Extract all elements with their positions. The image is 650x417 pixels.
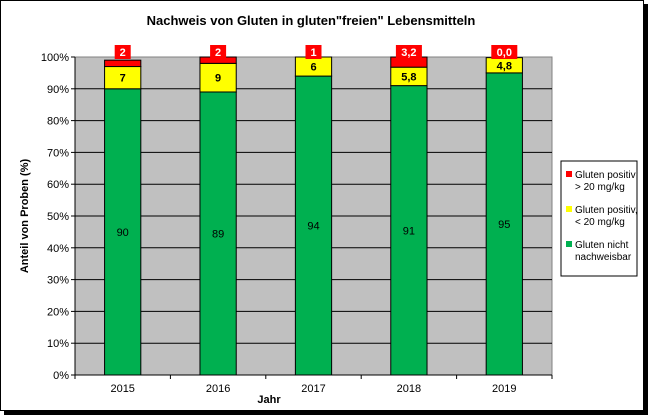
y-axis: 0% 10% 20% 30% 40% 50% 60% 70% 80% 90% 100% [41, 52, 76, 382]
y-axis-title: Anteil von Proben (%) [19, 159, 31, 274]
data-label: 2 [215, 47, 221, 59]
y-tick-label: 60% [47, 179, 69, 191]
data-label: 6 [310, 62, 316, 74]
y-tick-label: 40% [47, 243, 69, 255]
data-label: 90 [117, 227, 129, 239]
data-label-box [395, 45, 422, 59]
data-label: 7 [120, 73, 126, 85]
y-tick-label: 0% [53, 370, 69, 382]
chart-frame: Nachweis von Gluten in gluten"freien" Le… [0, 0, 644, 411]
y-tick-label: 80% [47, 116, 69, 128]
legend: Gluten positiv;> 20 mg/kg Gluten positiv,… [560, 160, 638, 277]
legend-swatch [566, 206, 572, 212]
chart-svg: Nachweis von Gluten in gluten"freien" Le… [19, 13, 638, 406]
legend-box [560, 160, 638, 277]
data-label: 89 [212, 228, 224, 240]
legend-label: Gluten positiv; [575, 170, 638, 181]
data-label: 91 [403, 225, 415, 237]
data-label: 9 [215, 73, 221, 85]
data-label: 95 [498, 219, 510, 231]
data-label: 5,8 [401, 71, 416, 83]
bar-segment [104, 59, 142, 68]
y-tick-label: 90% [47, 84, 69, 96]
legend-label: > 20 mg/kg [575, 182, 625, 193]
x-tick-label: 2016 [206, 383, 230, 395]
data-label-box [305, 45, 322, 59]
data-label: 3,2 [401, 47, 416, 59]
legend-label: < 20 mg/kg [575, 217, 625, 228]
legend-swatch [566, 241, 572, 247]
x-tick-label: 2017 [301, 383, 325, 395]
y-tick-label: 70% [47, 147, 69, 159]
data-label-box [114, 45, 131, 59]
data-label: 1 [310, 47, 316, 59]
x-tick-label: 2015 [110, 383, 134, 395]
y-tick-label: 20% [47, 306, 69, 318]
x-tick-label: 2019 [492, 383, 516, 395]
data-label: 94 [307, 221, 319, 233]
x-axis: 2015 2016 2017 2018 2019 [74, 374, 553, 395]
data-label-box [210, 45, 227, 59]
data-label-box [491, 45, 518, 59]
legend-label: nachweisbar [575, 252, 632, 263]
y-tick-label: 50% [47, 211, 69, 223]
bar-labels: 90 7 2 89 9 2 94 6 1 91 5,8 3,2 95 4,80,0 [114, 45, 518, 240]
bar-segment [485, 72, 523, 376]
data-label: 0,0 [497, 47, 512, 59]
y-tick-label: 100% [41, 52, 69, 64]
bars [104, 56, 523, 376]
legend-swatch [566, 171, 572, 177]
data-label: 2 [120, 47, 126, 59]
bar-segment [390, 85, 428, 376]
legend-label: Gluten positiv, [575, 205, 638, 216]
legend-label: Gluten nicht [575, 240, 629, 251]
data-label: 4,8 [497, 60, 512, 72]
y-tick-label: 30% [47, 275, 69, 287]
x-axis-title: Jahr [257, 394, 281, 406]
y-tick-label: 10% [47, 338, 69, 350]
x-tick-label: 2018 [397, 383, 421, 395]
chart-title: Nachweis von Gluten in gluten"freien" Le… [147, 13, 476, 28]
